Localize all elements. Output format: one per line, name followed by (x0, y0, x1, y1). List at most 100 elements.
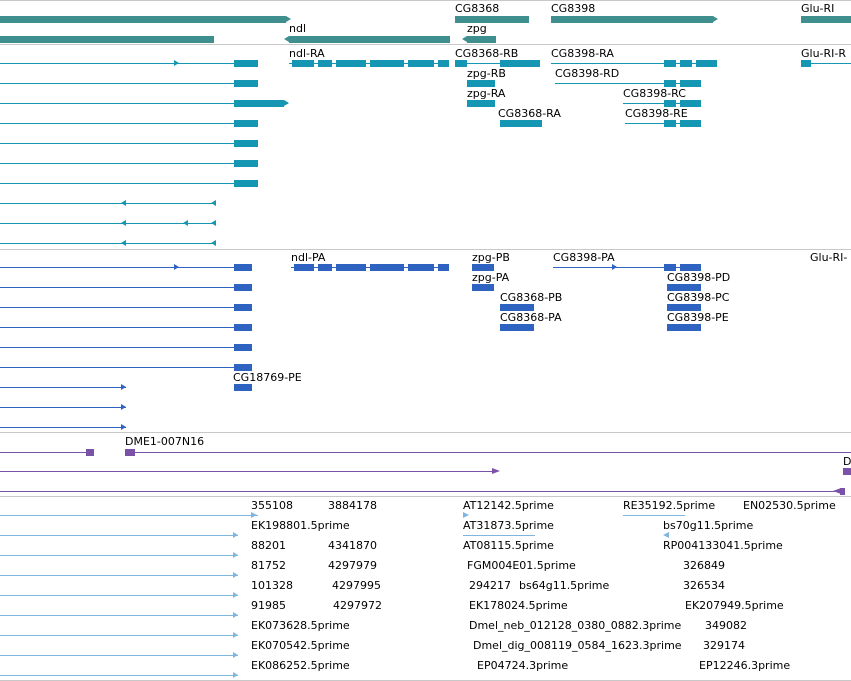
exon-block[interactable] (667, 304, 701, 311)
protein-label[interactable]: CG8398-PA (553, 251, 615, 264)
est-label[interactable]: 88201 (251, 539, 286, 552)
clone-line[interactable] (0, 452, 90, 453)
transcript-line[interactable] (801, 63, 851, 64)
est-label[interactable]: 81752 (251, 559, 286, 572)
exon-block[interactable] (472, 284, 494, 291)
gene-feature[interactable] (551, 16, 713, 23)
est-label[interactable]: 294217 (469, 579, 511, 592)
protein-line[interactable] (0, 367, 252, 368)
transcript-label[interactable]: CG8368-RB (455, 47, 519, 60)
protein-label[interactable]: CG18769-PE (233, 371, 302, 384)
exon-block[interactable] (234, 344, 252, 351)
transcript-label[interactable]: CG8398-RC (623, 87, 686, 100)
est-marker[interactable] (463, 512, 469, 518)
transcript-label[interactable]: Glu-RI-R (801, 47, 847, 60)
exon-block[interactable] (234, 384, 252, 391)
est-label[interactable]: 355108 (251, 499, 293, 512)
clone-end[interactable] (843, 468, 851, 475)
exon-block[interactable] (234, 160, 258, 167)
exon-block[interactable] (294, 264, 314, 271)
gene-feature[interactable] (467, 36, 496, 43)
est-label[interactable]: 349082 (705, 619, 747, 632)
transcript-label[interactable]: ndl-RA (289, 47, 325, 60)
exon-block[interactable] (234, 80, 258, 87)
protein-label[interactable]: CG8398-PE (667, 311, 729, 324)
transcript-line[interactable] (0, 143, 258, 144)
protein-line[interactable] (553, 267, 701, 268)
exon-block[interactable] (234, 180, 258, 187)
exon-block[interactable] (438, 60, 449, 67)
est-label[interactable]: 4297972 (333, 599, 382, 612)
transcript-line[interactable] (289, 63, 449, 64)
est-line[interactable] (0, 515, 258, 516)
est-label[interactable]: bs70g11.5prime (663, 519, 754, 532)
gene-feature[interactable] (455, 16, 529, 23)
protein-line[interactable] (0, 347, 252, 348)
gene-feature[interactable] (0, 36, 214, 43)
est-marker[interactable] (663, 532, 669, 538)
protein-line[interactable] (0, 267, 252, 268)
gene-label[interactable]: zpg (467, 22, 487, 35)
exon-block[interactable] (467, 80, 495, 87)
est-label[interactable]: 3884178 (328, 499, 377, 512)
protein-label[interactable]: CG8398-PC (667, 291, 730, 304)
exon-block[interactable] (408, 60, 434, 67)
est-label[interactable]: EK198801.5prime (251, 519, 350, 532)
est-line[interactable] (0, 675, 238, 676)
est-line[interactable] (623, 515, 685, 516)
est-label[interactable]: 4297979 (328, 559, 377, 572)
exon-block[interactable] (234, 120, 258, 127)
protein-label[interactable]: ndl-PA (291, 251, 326, 264)
protein-line[interactable] (0, 287, 252, 288)
transcript-line[interactable] (0, 83, 258, 84)
protein-label[interactable]: Glu-RI- (810, 251, 848, 264)
protein-label[interactable]: CG8398-PD (667, 271, 731, 284)
est-label[interactable]: EN02530.5prime (743, 499, 836, 512)
clone-end[interactable] (86, 449, 94, 456)
exon-block[interactable] (680, 80, 701, 87)
est-line[interactable] (0, 615, 238, 616)
transcript-line[interactable] (555, 83, 701, 84)
transcript-line[interactable] (0, 63, 258, 64)
exon-block[interactable] (467, 100, 495, 107)
exon-block[interactable] (667, 324, 701, 331)
clone-line[interactable] (0, 471, 496, 472)
protein-label[interactable]: zpg-PA (472, 271, 510, 284)
exon-block[interactable] (664, 80, 676, 87)
est-label[interactable]: EK070542.5prime (251, 639, 350, 652)
est-label[interactable]: RE35192.5prime (623, 499, 716, 512)
transcript-label[interactable]: CG8398-RA (551, 47, 614, 60)
est-label[interactable]: 91985 (251, 599, 286, 612)
exon-block[interactable] (472, 264, 494, 271)
transcript-label[interactable]: CG8368-RA (498, 107, 561, 120)
est-label[interactable]: RP004133041.5prime (663, 539, 783, 552)
exon-block[interactable] (664, 100, 676, 107)
exon-block[interactable] (680, 264, 701, 271)
gene-label[interactable]: CG8368 (455, 2, 500, 15)
exon-block[interactable] (336, 264, 366, 271)
exon-block[interactable] (318, 264, 332, 271)
transcript-line[interactable] (0, 123, 258, 124)
est-line[interactable] (0, 635, 238, 636)
gene-feature[interactable] (801, 16, 851, 23)
est-line[interactable] (0, 575, 238, 576)
protein-line[interactable] (0, 407, 126, 408)
exon-block[interactable] (680, 120, 701, 127)
est-label[interactable]: EK086252.5prime (251, 659, 350, 672)
protein-label[interactable]: CG8368-PB (500, 291, 563, 304)
transcript-line[interactable] (0, 183, 258, 184)
est-line[interactable] (0, 555, 238, 556)
exon-block[interactable] (801, 60, 811, 67)
exon-block[interactable] (234, 304, 252, 311)
protein-label[interactable]: CG8368-PA (500, 311, 562, 324)
exon-block[interactable] (680, 100, 701, 107)
transcript-label[interactable]: CG8398-RD (555, 67, 620, 80)
clone-label[interactable]: D (843, 455, 851, 468)
exon-block[interactable] (664, 264, 676, 271)
transcript-line[interactable] (455, 63, 540, 64)
est-label[interactable]: 4297995 (332, 579, 381, 592)
protein-line[interactable] (0, 387, 126, 388)
exon-block[interactable] (500, 120, 542, 127)
exon-block[interactable] (667, 284, 701, 291)
est-label[interactable]: 326534 (683, 579, 725, 592)
